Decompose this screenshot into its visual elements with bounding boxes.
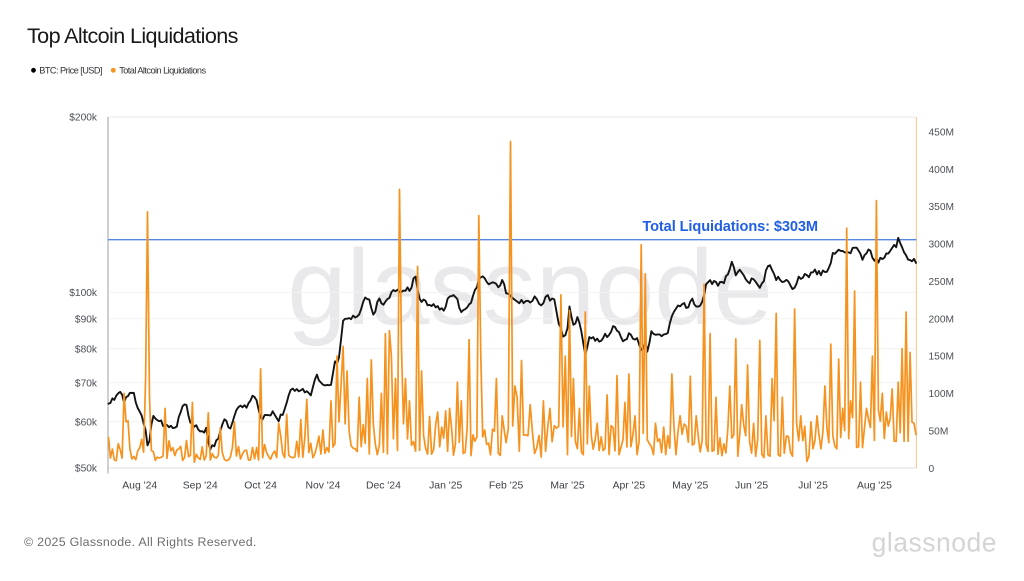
svg-text:Aug '25: Aug '25 (857, 480, 892, 491)
svg-text:Jan '25: Jan '25 (429, 480, 462, 491)
svg-text:Jun '25: Jun '25 (735, 480, 768, 491)
svg-text:$50k: $50k (75, 464, 98, 475)
svg-text:50M: 50M (929, 426, 949, 437)
svg-text:Oct '24: Oct '24 (244, 480, 277, 491)
svg-text:Total Liquidations: $303M: Total Liquidations: $303M (642, 219, 818, 235)
svg-text:350M: 350M (929, 202, 954, 213)
svg-text:$70k: $70k (75, 378, 98, 389)
svg-text:$200k: $200k (69, 113, 98, 124)
svg-text:300M: 300M (929, 240, 954, 251)
svg-text:glassnode: glassnode (287, 228, 773, 347)
svg-text:Total Altcoin Liquidations: Total Altcoin Liquidations (119, 66, 206, 76)
svg-text:Nov '24: Nov '24 (305, 480, 340, 491)
svg-text:Sep '24: Sep '24 (183, 480, 218, 491)
svg-text:Feb '25: Feb '25 (489, 480, 524, 491)
svg-text:250M: 250M (929, 277, 954, 288)
svg-text:Mar '25: Mar '25 (550, 480, 585, 491)
svg-text:450M: 450M (929, 127, 954, 138)
svg-text:$100k: $100k (69, 288, 98, 299)
svg-text:0: 0 (929, 464, 935, 475)
svg-text:100M: 100M (929, 389, 954, 400)
svg-text:Top Altcoin Liquidations: Top Altcoin Liquidations (27, 23, 239, 48)
svg-text:$80k: $80k (75, 344, 98, 355)
svg-text:BTC: Price [USD]: BTC: Price [USD] (39, 66, 102, 76)
svg-text:Dec '24: Dec '24 (366, 480, 401, 491)
svg-text:$90k: $90k (75, 314, 98, 325)
svg-text:200M: 200M (929, 314, 954, 325)
svg-text:glassnode: glassnode (872, 528, 997, 558)
svg-text:May '25: May '25 (672, 480, 708, 491)
svg-text:Apr '25: Apr '25 (613, 480, 646, 491)
svg-text:400M: 400M (929, 165, 954, 176)
svg-text:$60k: $60k (75, 417, 98, 428)
svg-text:© 2025 Glassnode. All Rights R: © 2025 Glassnode. All Rights Reserved. (24, 535, 257, 549)
svg-text:150M: 150M (929, 352, 954, 363)
svg-text:Aug '24: Aug '24 (122, 480, 157, 491)
svg-text:Jul '25: Jul '25 (798, 480, 828, 491)
